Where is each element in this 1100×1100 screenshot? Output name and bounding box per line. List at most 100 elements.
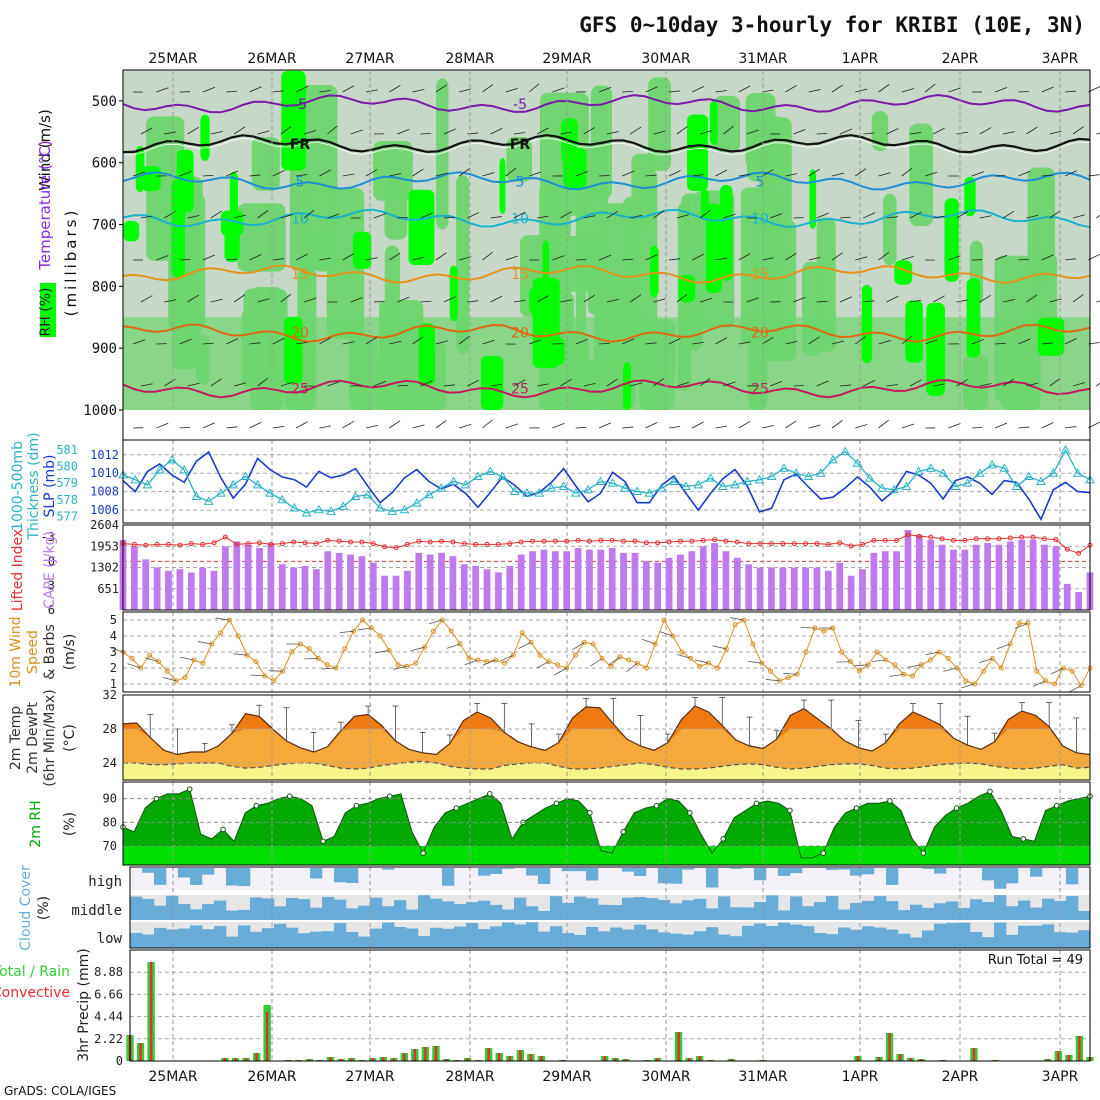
wind-barb	[855, 424, 868, 429]
lifted-point	[712, 537, 718, 543]
rh-patch-saturated	[861, 284, 873, 364]
wind-barb	[831, 172, 844, 177]
wind-barb	[342, 253, 355, 261]
cape-bar	[244, 544, 252, 610]
wind-barb	[179, 259, 191, 261]
wind-speed-point	[342, 646, 348, 652]
wind-barb	[350, 297, 363, 303]
cape-bar	[927, 539, 935, 610]
wind-barb-10m	[783, 673, 798, 675]
lifted-point	[325, 537, 331, 543]
wind-barb	[645, 342, 657, 345]
wind-barb	[1041, 342, 1053, 345]
wind-barb-10m	[464, 659, 478, 666]
cloud-low-bar	[466, 923, 479, 948]
precip-tick-label: 8.88	[94, 965, 123, 979]
cloud-high-bar	[886, 868, 899, 885]
cloud-middle-bar	[586, 898, 599, 920]
wind-barb	[536, 295, 549, 303]
cloud-low-bar	[694, 931, 707, 948]
cloud-high-bar	[226, 868, 239, 886]
cloud-middle-bar	[634, 897, 647, 920]
wind-speed-point	[635, 660, 641, 666]
wind-barb	[513, 299, 526, 303]
rh-patch-saturated	[135, 146, 145, 193]
wind-barb	[971, 171, 984, 177]
cloud-high-bar	[1030, 868, 1043, 877]
date-label-top: 30MAR	[641, 51, 690, 67]
cloud-middle-bar	[886, 901, 899, 920]
cloud-middle-bar	[682, 900, 695, 920]
wind-barb	[303, 209, 315, 219]
slp-tick-label: 1012	[90, 448, 119, 462]
wind-barb	[668, 426, 681, 429]
temp-line	[122, 705, 1091, 756]
rh2m-point	[186, 786, 193, 792]
wind-barb	[389, 340, 402, 345]
rh-patch-saturated	[352, 231, 372, 270]
wind-barb	[164, 211, 176, 219]
dewpoint-line	[123, 760, 1091, 770]
cloud-low-bar	[718, 934, 731, 948]
wind-speed-point	[617, 654, 623, 660]
rh-patch	[312, 228, 336, 272]
precip-tick-label: 2.22	[94, 1032, 123, 1046]
wind-barb	[1026, 126, 1038, 135]
cloud-low-bar	[898, 933, 911, 948]
wind-barb	[257, 298, 270, 303]
temp-contour-label: FR	[510, 137, 531, 153]
cloud-middle-bar	[826, 896, 839, 920]
thickness-point	[913, 466, 924, 476]
wind-barb	[1049, 130, 1062, 135]
cloud-low-bar	[982, 937, 995, 948]
rh2m-point	[1020, 836, 1027, 842]
slp-tick-label: 1010	[90, 466, 119, 480]
wind-barb	[622, 170, 635, 177]
wind-barb	[738, 421, 751, 429]
wind-barb	[971, 338, 984, 345]
wind-speed-point	[164, 668, 170, 674]
wind-barb-10m	[233, 653, 248, 656]
lifted-point	[700, 537, 706, 543]
wind-speed-point	[723, 646, 729, 652]
cape-bar	[790, 567, 798, 610]
wind-speed-point	[546, 659, 552, 665]
rh-patch	[631, 153, 656, 229]
temp-tick-label: 32	[103, 688, 117, 702]
wind-speed-point	[1016, 620, 1022, 626]
label-temp2a: 2m Temp	[8, 706, 24, 770]
rh2m-point	[753, 800, 760, 807]
cloud-low-bar	[634, 924, 647, 948]
rh-patch-saturated	[905, 300, 923, 363]
wind10m-panel: 1 2 3 4 5	[109, 611, 1093, 693]
cloud-middle-bar	[994, 895, 1007, 920]
wind-speed-point	[501, 660, 507, 666]
wind-speed-point	[439, 617, 445, 623]
temp-contour	[122, 264, 1091, 285]
wind-barb	[808, 256, 821, 261]
wind-barb	[226, 258, 238, 261]
lifted-point	[1007, 535, 1013, 541]
wind-barb	[855, 336, 866, 345]
cloud-middle-bar	[718, 896, 731, 920]
thickness-point	[693, 479, 704, 489]
cloud-high-bar	[442, 868, 455, 886]
thickness-point	[632, 486, 642, 495]
wind-barb-10m	[996, 643, 1011, 650]
wind-speed-point	[874, 649, 880, 655]
date-label-top: 26MAR	[247, 51, 296, 67]
wind-barb	[1018, 91, 1029, 93]
wind-barb-10m	[554, 667, 567, 676]
wind-barb	[956, 299, 969, 303]
cape-bar	[699, 546, 707, 610]
cape-bar	[665, 557, 673, 610]
precip-convective-bar	[466, 1058, 469, 1061]
cape-bar	[824, 570, 832, 610]
wind-barb	[692, 174, 704, 177]
wind-barb	[699, 209, 711, 219]
thickness-point	[1023, 471, 1034, 481]
thickness-point	[509, 486, 520, 495]
cape-bar	[768, 567, 775, 610]
cloud-high-bar	[310, 868, 323, 879]
wind-barb	[164, 378, 176, 387]
